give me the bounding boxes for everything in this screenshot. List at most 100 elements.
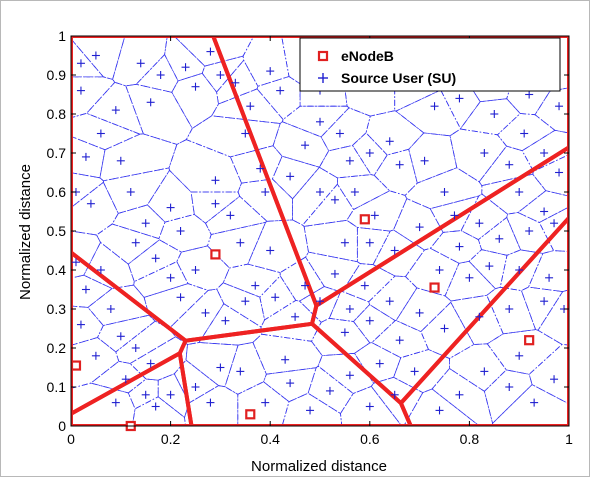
- su-marker: [201, 308, 210, 317]
- su-marker: [251, 281, 260, 290]
- su-marker: [291, 312, 300, 321]
- su-marker: [540, 149, 549, 157]
- x-axis-label: Normalized distance: [251, 458, 387, 475]
- su-marker: [490, 110, 499, 118]
- su-marker: [271, 293, 280, 302]
- su-marker: [86, 199, 95, 208]
- su-marker: [385, 297, 394, 306]
- enodeb-cell-edge: [398, 215, 569, 426]
- su-marker: [136, 59, 145, 68]
- su-marker: [146, 359, 155, 368]
- su-marker: [350, 188, 359, 196]
- user-cell-edge: [168, 139, 242, 193]
- su-marker: [126, 188, 135, 196]
- user-cell-edge: [393, 349, 450, 394]
- y-tick-label: 0.5: [47, 223, 67, 239]
- su-marker: [116, 156, 125, 165]
- enodeb-marker: [524, 335, 535, 346]
- su-marker: [555, 168, 564, 177]
- su-marker: [435, 406, 444, 415]
- su-marker: [146, 98, 155, 107]
- su-marker: [345, 305, 354, 313]
- enodeb-marker: [245, 409, 256, 420]
- su-marker: [106, 305, 115, 313]
- enodeb-cell-boundaries: [71, 36, 569, 426]
- su-marker: [365, 316, 374, 325]
- y-tick-label: 0.3: [47, 301, 67, 317]
- x-axis-ticks: 0 0.2 0.4 0.6 0.8 1: [67, 36, 573, 447]
- su-markers: [71, 47, 569, 415]
- y-tick-label: 0.1: [47, 379, 67, 395]
- su-marker: [515, 351, 524, 360]
- su-marker: [430, 102, 439, 111]
- su-marker: [286, 172, 295, 181]
- su-marker: [545, 273, 554, 282]
- su-marker: [335, 129, 344, 138]
- su-marker: [151, 254, 160, 263]
- user-cell-edge: [408, 132, 458, 184]
- y-tick-label: 0.6: [47, 184, 67, 200]
- su-marker: [515, 266, 524, 274]
- su-marker: [206, 47, 215, 56]
- su-marker: [211, 176, 220, 185]
- su-marker: [540, 207, 549, 216]
- su-marker: [191, 383, 200, 391]
- user-cell-edge: [429, 230, 483, 264]
- su-marker: [236, 238, 245, 247]
- su-marker: [241, 297, 250, 306]
- y-tick-label: 0: [58, 418, 66, 434]
- su-marker: [221, 316, 230, 325]
- su-marker: [91, 51, 100, 60]
- y-tick-label: 0.7: [47, 145, 67, 161]
- legend-enodeb-marker: [317, 50, 329, 62]
- su-marker: [395, 160, 404, 169]
- su-marker: [515, 188, 524, 196]
- su-marker: [415, 223, 424, 232]
- su-marker: [410, 367, 419, 376]
- su-marker: [340, 238, 349, 247]
- su-marker: [316, 117, 324, 126]
- su-marker: [365, 149, 374, 157]
- su-marker: [76, 320, 85, 329]
- user-cell-edge: [368, 275, 418, 322]
- su-marker: [306, 406, 315, 415]
- su-marker: [256, 164, 265, 173]
- su-marker: [71, 258, 80, 267]
- user-cell-edge: [103, 167, 170, 214]
- su-marker: [131, 238, 140, 247]
- user-cell-edge: [404, 167, 483, 210]
- user-cell-edge: [127, 239, 182, 283]
- user-cell-edge: [112, 35, 168, 87]
- user-cell-edge: [356, 226, 391, 266]
- su-marker: [281, 355, 290, 364]
- su-marker: [330, 269, 339, 278]
- su-marker: [530, 398, 539, 407]
- user-cell-edge: [486, 329, 563, 375]
- y-tick-label: 0.2: [47, 340, 67, 356]
- su-marker: [166, 203, 175, 212]
- su-marker: [191, 82, 200, 91]
- user-cell-edge: [90, 360, 147, 394]
- su-marker: [216, 363, 225, 372]
- legend-box: [299, 37, 561, 92]
- user-cell-edge: [173, 359, 220, 404]
- su-marker: [525, 227, 534, 235]
- x-tick-label: 0.4: [260, 431, 280, 447]
- su-marker: [141, 219, 150, 228]
- su-marker: [385, 137, 394, 146]
- enodeb-marker: [210, 249, 221, 260]
- su-marker: [485, 262, 494, 271]
- su-marker: [395, 336, 404, 345]
- x-tick-label: 0.8: [460, 431, 480, 447]
- user-cell-edge: [190, 191, 241, 224]
- su-marker: [316, 188, 324, 196]
- su-marker: [345, 156, 354, 165]
- su-marker: [390, 390, 399, 399]
- su-marker: [241, 129, 250, 138]
- su-marker: [261, 188, 270, 196]
- su-marker: [505, 383, 514, 391]
- user-cell-edge: [272, 121, 330, 168]
- su-marker: [231, 78, 240, 87]
- su-marker: [96, 129, 105, 138]
- user-cell-edge: [201, 55, 245, 93]
